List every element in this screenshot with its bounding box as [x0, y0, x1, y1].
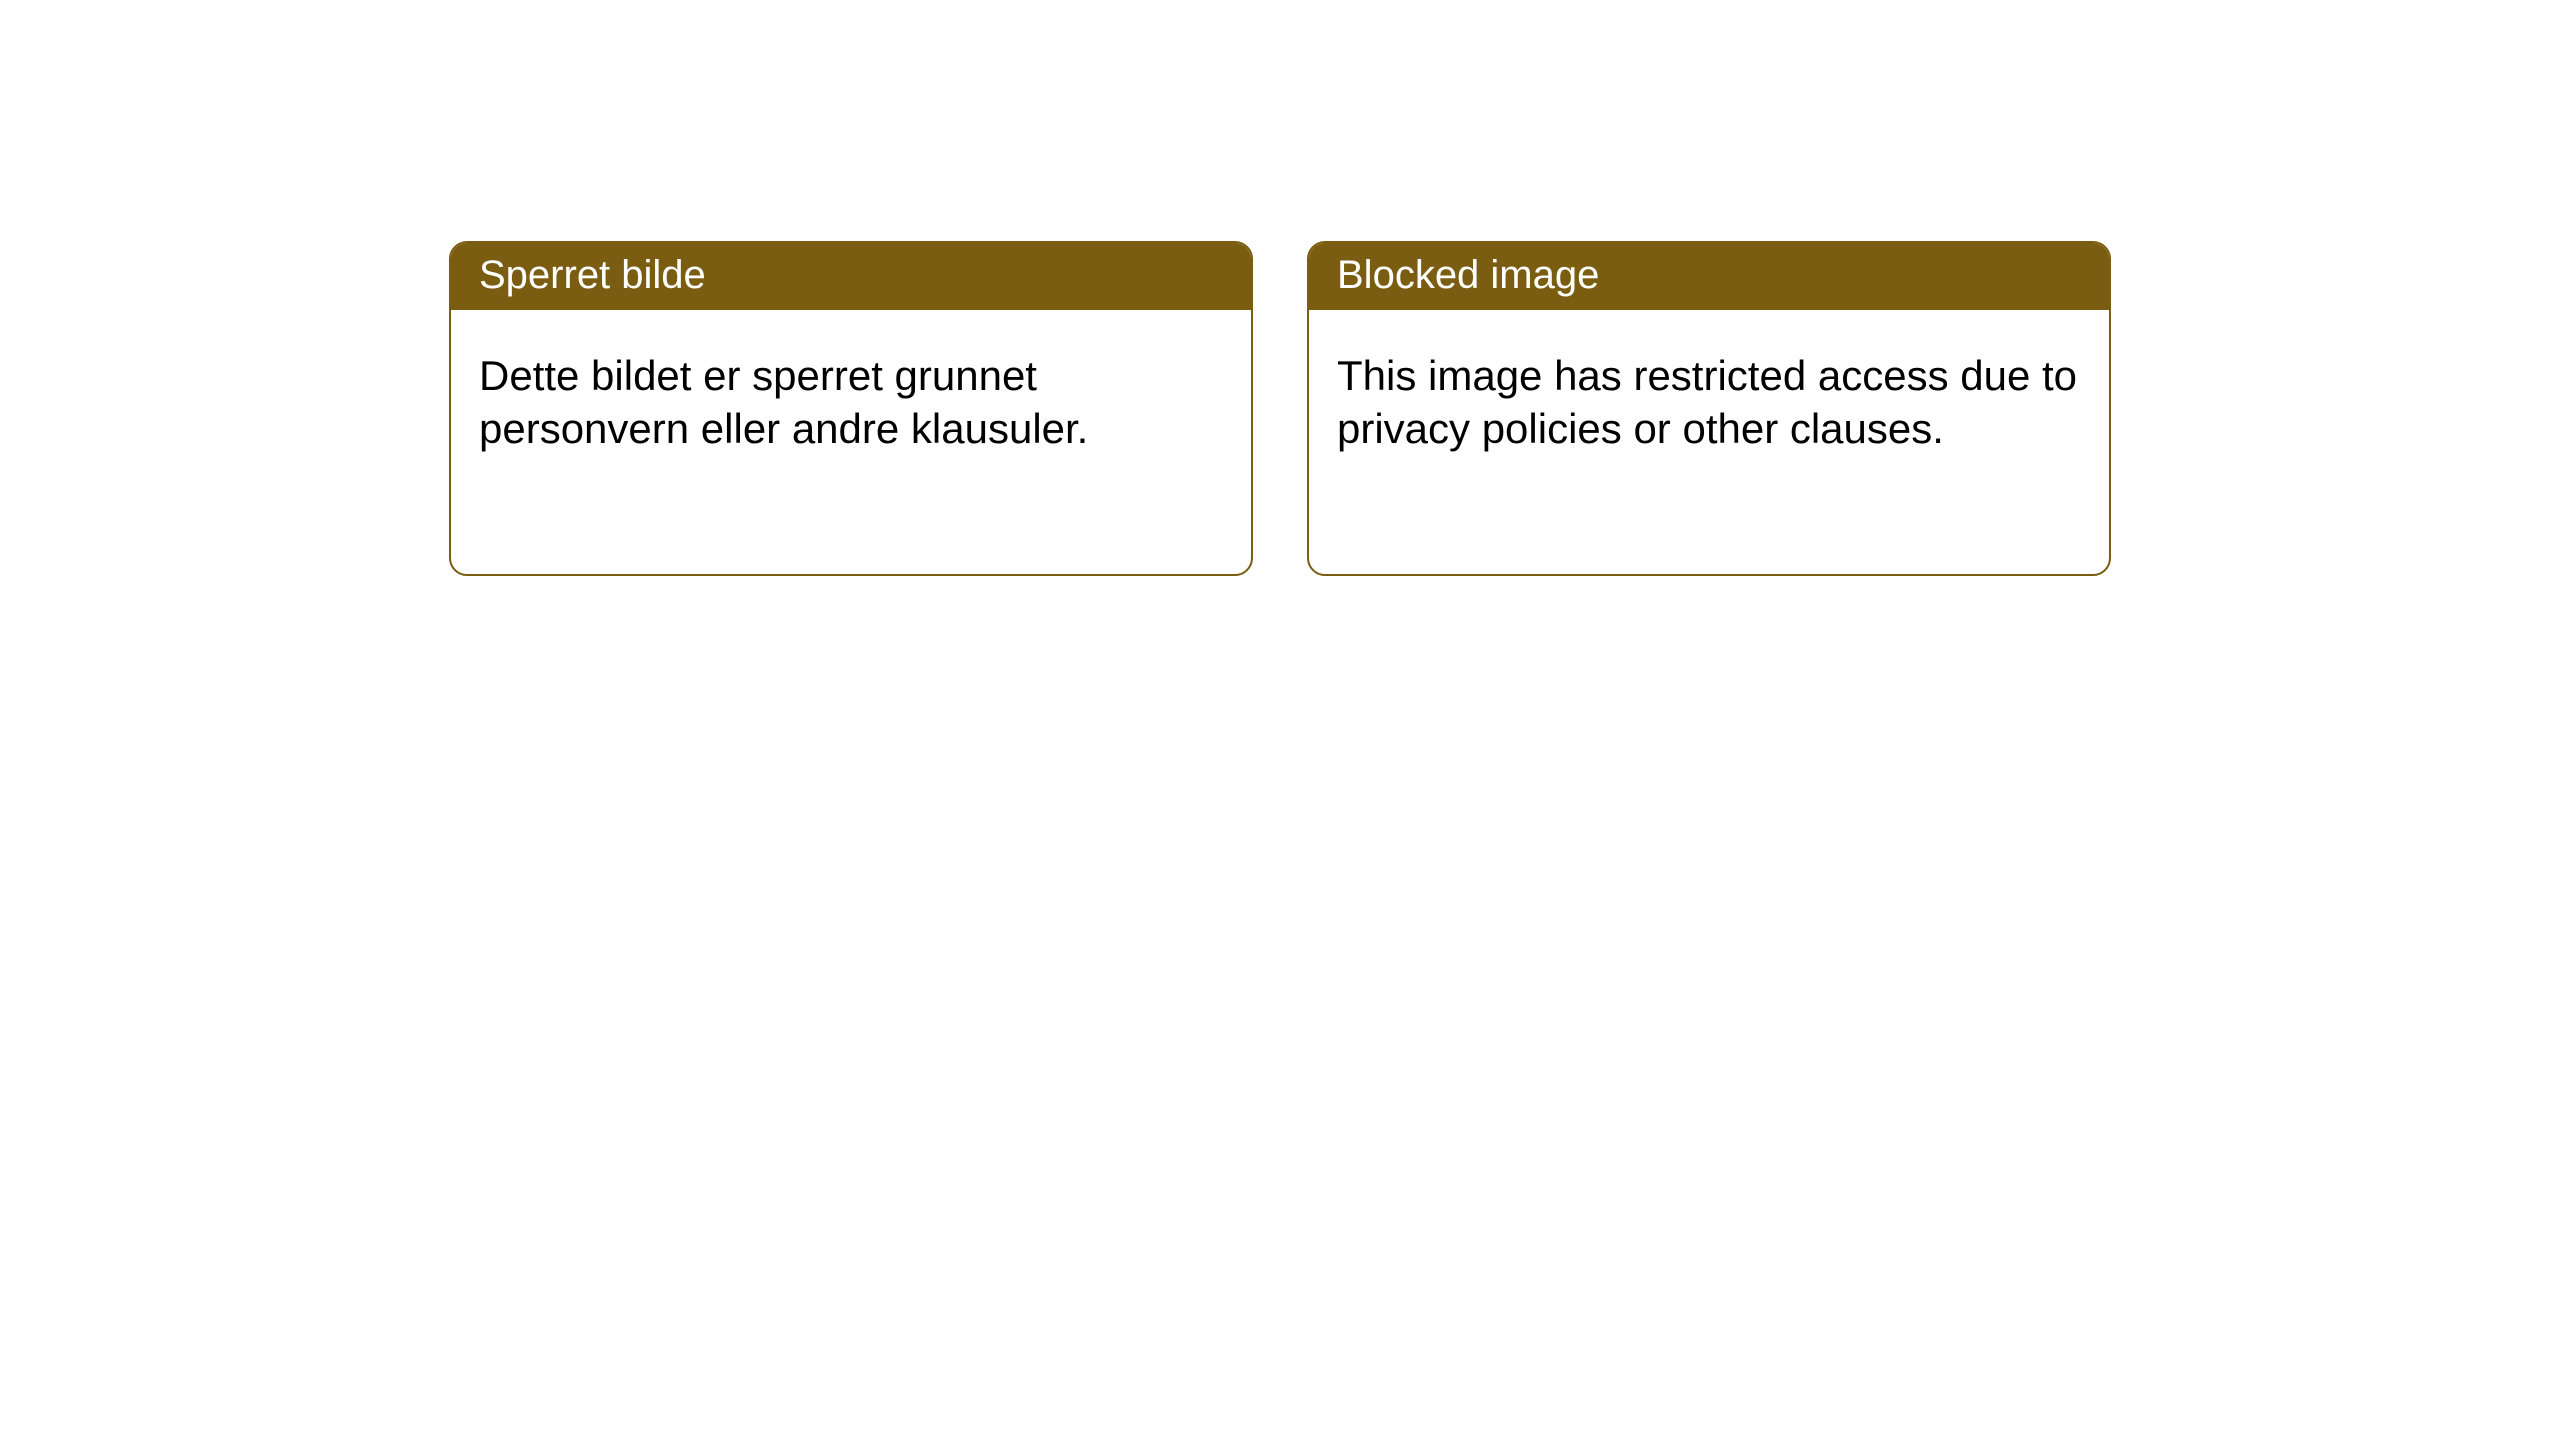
notice-body: Dette bildet er sperret grunnet personve… — [451, 310, 1251, 483]
notice-container: Sperret bilde Dette bildet er sperret gr… — [0, 0, 2560, 576]
notice-card-norwegian: Sperret bilde Dette bildet er sperret gr… — [449, 241, 1253, 576]
notice-body: This image has restricted access due to … — [1309, 310, 2109, 483]
notice-title: Blocked image — [1309, 243, 2109, 310]
notice-title: Sperret bilde — [451, 243, 1251, 310]
notice-card-english: Blocked image This image has restricted … — [1307, 241, 2111, 576]
